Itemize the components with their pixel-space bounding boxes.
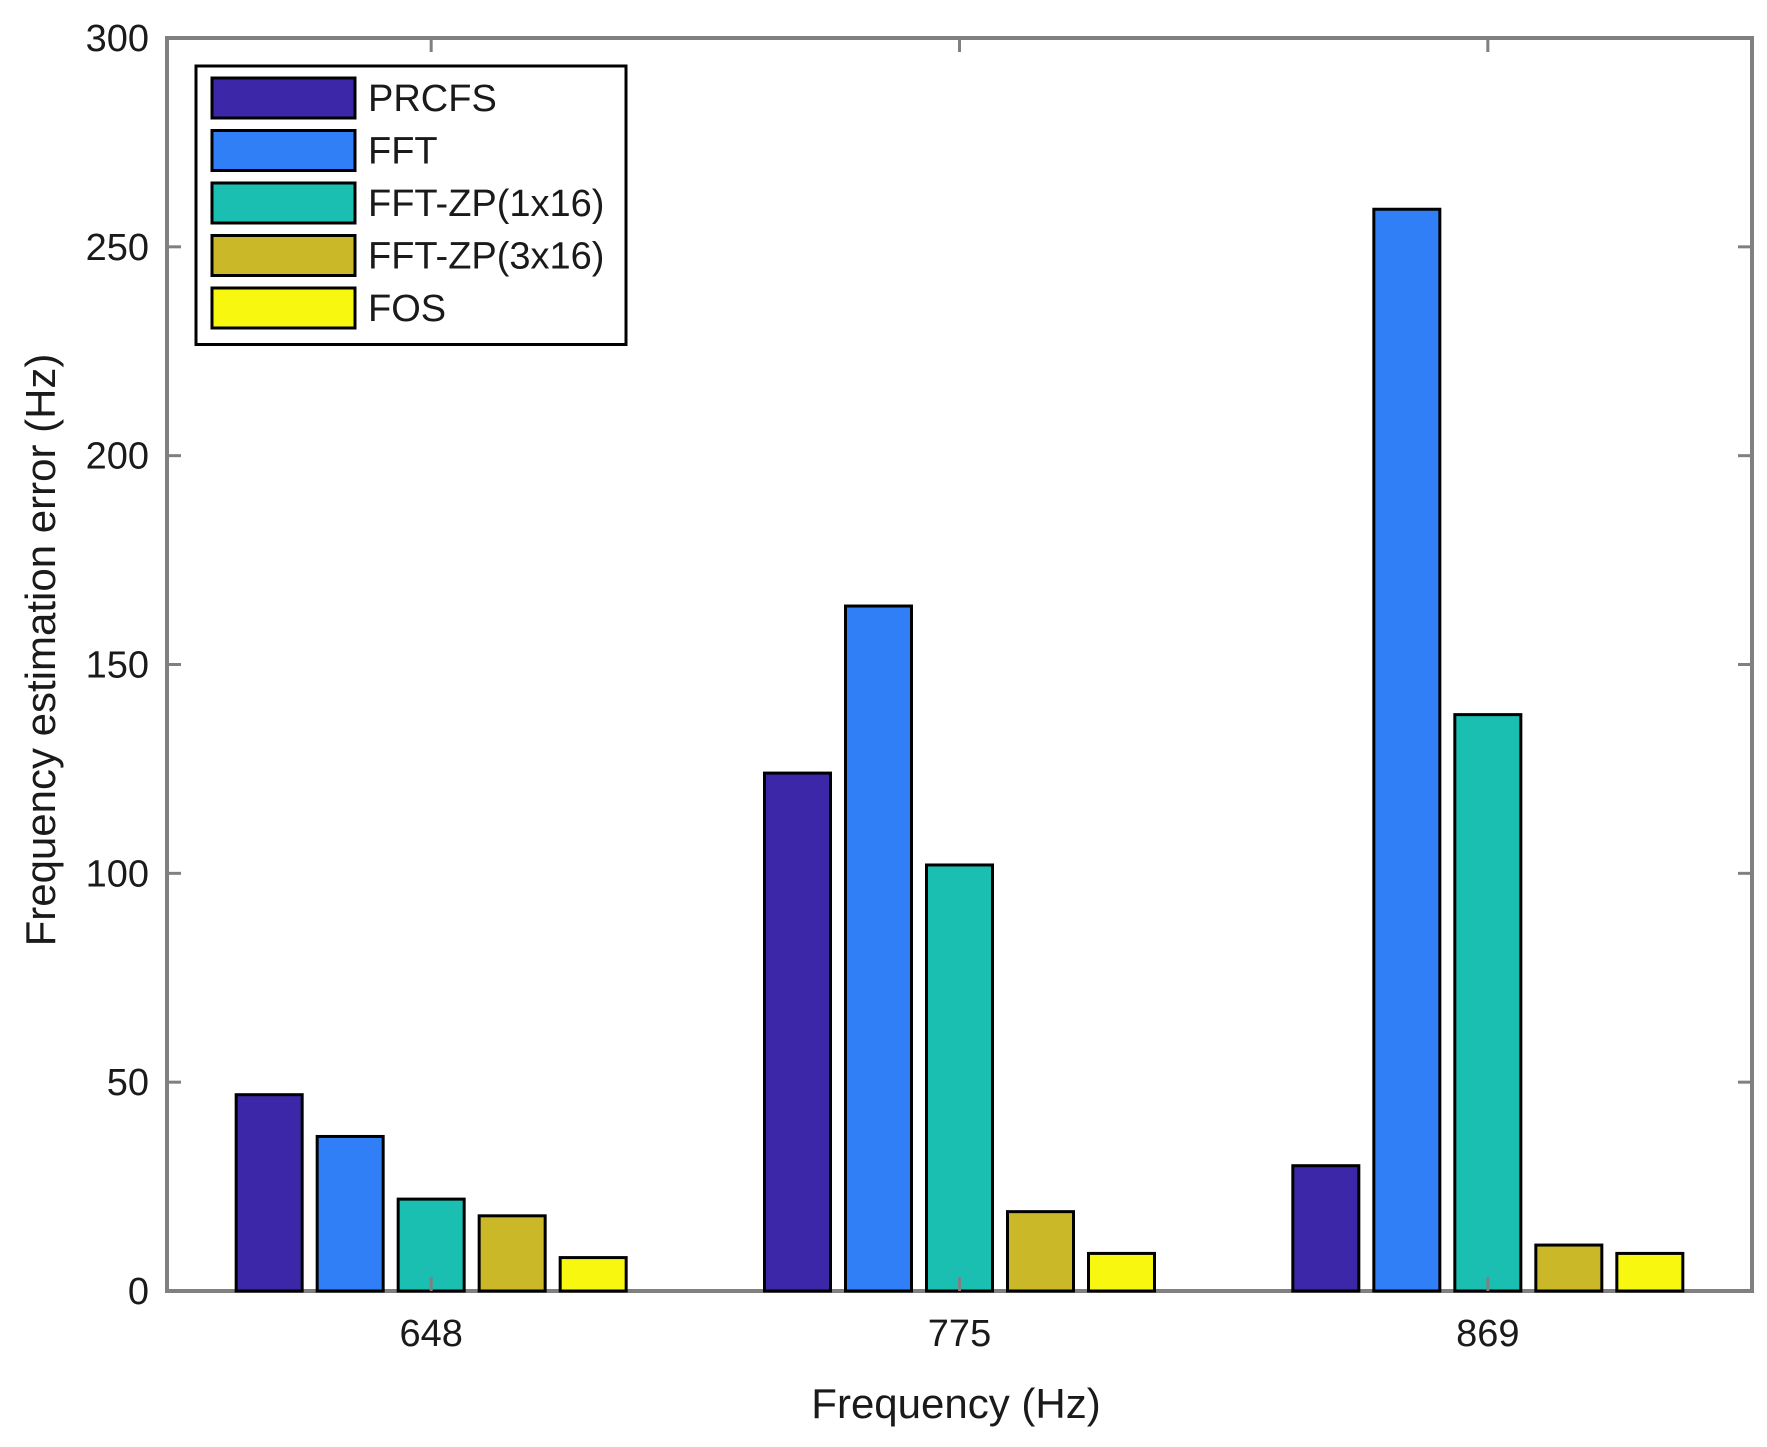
- x-axis-ticks: 648 775 869: [399, 38, 1520, 1355]
- x-tick-label: 869: [1456, 1313, 1519, 1355]
- y-axis-ticks: 0 50 100 150 200 250 300: [86, 18, 1752, 1313]
- y-tick-label: 0: [128, 1271, 149, 1313]
- legend-swatch: [210, 129, 357, 172]
- legend-label: PRCFS: [368, 78, 497, 120]
- bar-FFT-ZP(3x16)-648: [477, 1214, 547, 1293]
- legend-label: FOS: [368, 288, 446, 330]
- bar-PRCFS-775: [763, 771, 832, 1293]
- bar-PRCFS-869: [1291, 1164, 1361, 1293]
- y-tick-label: 50: [107, 1062, 149, 1104]
- bar-PRCFS-648: [234, 1093, 304, 1293]
- y-tick-label: 100: [86, 853, 149, 895]
- bar-FFT-869: [1372, 207, 1442, 1293]
- legend-swatch: [210, 234, 357, 277]
- bar-FFT-ZP(3x16)-869: [1534, 1243, 1604, 1293]
- legend-label: FFT: [368, 131, 438, 173]
- legend-label: FFT-ZP(1x16): [368, 183, 604, 225]
- legend-swatch: [210, 286, 357, 330]
- legend-swatch: [210, 76, 357, 120]
- bar-FFT-775: [844, 604, 913, 1293]
- y-tick-label: 300: [86, 18, 149, 60]
- y-tick-label: 150: [86, 645, 149, 687]
- bar-FFT-ZP(1x16)-648: [396, 1197, 466, 1293]
- legend-label: FFT-ZP(3x16): [368, 236, 604, 278]
- bar-FOS-648: [558, 1256, 628, 1293]
- x-tick-label: 775: [928, 1313, 991, 1355]
- x-axis-title: Frequency (Hz): [811, 1380, 1100, 1427]
- bar-FFT-ZP(1x16)-869: [1453, 713, 1523, 1293]
- legend-swatch: [210, 181, 357, 225]
- legend: PRCFS FFT FFT-ZP(1x16) FFT-ZP(3x16) FOS: [194, 64, 628, 346]
- bar-FFT-648: [315, 1134, 385, 1293]
- y-axis-title: Frequency estimation error (Hz): [17, 354, 64, 947]
- y-tick-label: 250: [86, 227, 149, 269]
- bar-FFT-ZP(1x16)-775: [925, 863, 994, 1293]
- bar-FOS-869: [1615, 1251, 1685, 1293]
- bar-FOS-775: [1087, 1251, 1156, 1293]
- y-tick-label: 200: [86, 436, 149, 478]
- bar-FFT-ZP(3x16)-775: [1006, 1210, 1075, 1293]
- x-tick-label: 648: [399, 1313, 462, 1355]
